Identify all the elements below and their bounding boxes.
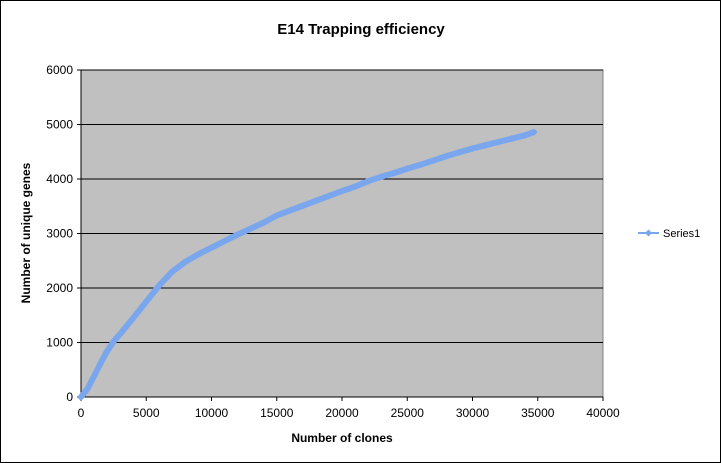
data-point: [482, 141, 490, 149]
data-point: [351, 183, 359, 191]
data-point: [103, 347, 111, 355]
data-point: [312, 197, 320, 205]
x-tick-label: 5000: [133, 406, 160, 420]
y-tick-label: 4000: [46, 172, 73, 186]
data-point: [299, 202, 307, 210]
data-point: [469, 144, 476, 152]
data-point: [377, 173, 385, 181]
x-tick-label: 10000: [195, 406, 229, 420]
data-point: [273, 212, 281, 220]
y-tick-label: 1000: [46, 336, 73, 350]
y-tick-label: 5000: [46, 118, 73, 132]
data-point: [116, 330, 124, 338]
data-point: [338, 187, 346, 195]
data-point: [442, 152, 450, 160]
data-point: [403, 165, 411, 173]
data-point: [208, 244, 215, 252]
data-point: [416, 161, 424, 169]
data-point: [390, 169, 398, 177]
x-axis-title: Number of clones: [291, 431, 393, 445]
chart-title: E14 Trapping efficiency: [277, 21, 445, 38]
legend-label-series1: Series1: [663, 228, 700, 240]
data-point: [364, 177, 372, 185]
data-point: [142, 298, 150, 306]
data-point: [495, 138, 503, 146]
x-axis-ticks: 0 5000 10000 15000 20000 25000 30000 35000 40000: [78, 397, 620, 420]
data-point: [521, 131, 529, 139]
data-point: [247, 225, 255, 233]
x-tick-label: 20000: [325, 406, 359, 420]
y-axis-title: Number of unique genes: [19, 162, 33, 303]
data-point: [97, 359, 105, 367]
x-tick-label: 15000: [260, 406, 294, 420]
data-point: [77, 393, 85, 401]
data-point: [234, 231, 242, 239]
data-point: [155, 281, 163, 289]
gridlines: [81, 69, 603, 343]
data-point: [530, 128, 538, 136]
data-point: [429, 156, 437, 164]
y-axis-ticks: 0 1000 2000 3000 4000 5000 6000: [46, 63, 81, 404]
x-tick-label: 30000: [456, 406, 490, 420]
x-tick-label: 40000: [586, 406, 620, 420]
data-point: [90, 372, 98, 380]
data-point: [221, 237, 229, 245]
data-point: [260, 219, 268, 227]
data-point: [129, 314, 137, 322]
data-point: [110, 337, 118, 345]
series-group: [77, 128, 538, 401]
data-point: [455, 148, 463, 156]
x-tick-label: 35000: [521, 406, 555, 420]
legend-marker-icon: [645, 229, 652, 237]
data-point: [181, 258, 189, 266]
y-tick-label: 3000: [46, 227, 73, 241]
data-point: [508, 135, 516, 143]
data-point: [194, 250, 202, 258]
x-tick-label: 0: [78, 406, 85, 420]
y-tick-label: 0: [66, 390, 73, 404]
data-point: [168, 268, 176, 276]
y-tick-label: 6000: [46, 63, 73, 77]
data-point: [286, 207, 294, 215]
legend: Series1: [638, 228, 700, 240]
x-tick-label: 25000: [391, 406, 425, 420]
y-tick-label: 2000: [46, 281, 73, 295]
data-point: [84, 385, 92, 393]
data-point: [325, 192, 333, 200]
